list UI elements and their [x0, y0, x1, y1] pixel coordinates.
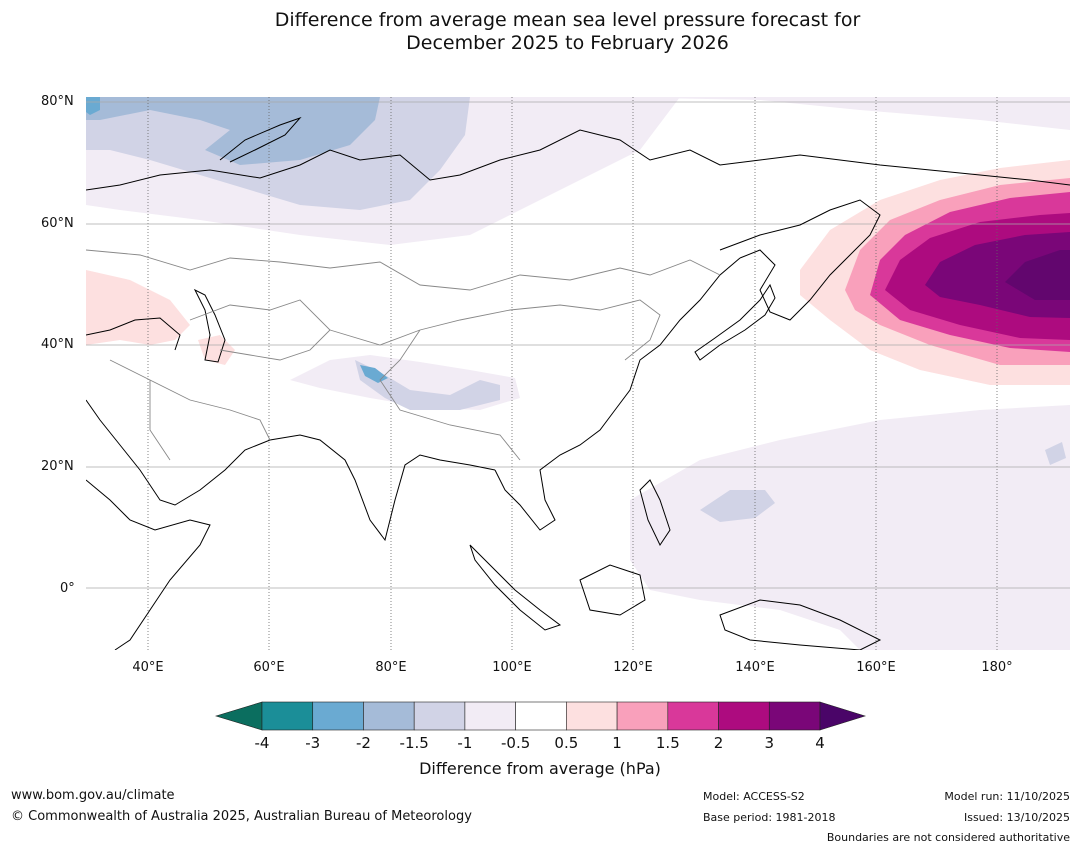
coast-caspian [193, 288, 226, 363]
colorbar-bin [363, 701, 415, 731]
colorbar-tick-label: 1 [612, 734, 622, 752]
colorbar-tick-label: -1 [457, 734, 473, 752]
title-line-2: December 2025 to February 2026 [406, 32, 729, 54]
colorbar-bin [312, 701, 364, 731]
lon-label-100e: 100°E [492, 660, 532, 675]
coast-africa-horn [86, 479, 211, 650]
lon-label-80e: 80°E [375, 660, 407, 675]
coast-south-asia [86, 399, 496, 542]
colorbar-bin [515, 701, 567, 731]
coast-novaya-zemlya [219, 116, 302, 163]
footer-issued: Issued: 13/10/2025 [963, 811, 1070, 824]
coastlines [86, 116, 1070, 650]
coast-east-asia [494, 257, 741, 531]
anomaly-arctic-minus-2 [86, 97, 100, 115]
lon-label-60e: 60°E [253, 660, 285, 675]
chart-title: Difference from average mean sea level p… [0, 9, 1081, 55]
footer-model-run: Model run: 11/10/2025 [944, 790, 1070, 803]
title-line-1: Difference from average mean sea level p… [274, 9, 861, 31]
colorbar-tick-label: 3 [764, 734, 775, 752]
border-central-asia [189, 299, 331, 361]
footer-base-period: Base period: 1981-2018 [703, 811, 836, 824]
anomaly-npacific-plus-4 [1005, 250, 1070, 300]
colorbar-bins [261, 701, 821, 731]
anomaly-arctic-minus-1.5 [86, 97, 380, 165]
coast-okhotsk-kamchatka [719, 199, 881, 321]
coast-philippines [639, 479, 671, 547]
graticule [147, 97, 998, 650]
lat-label-60n: 60°N [41, 216, 74, 231]
colorbar-bin [768, 701, 821, 731]
footer-website[interactable]: www.bom.gov.au/climate [11, 788, 175, 803]
border-russia-south [86, 249, 721, 291]
colorbar-bin [718, 701, 770, 731]
lon-label-160e: 160°E [856, 660, 896, 675]
colorbar-bin [413, 701, 466, 731]
colorbar-tick-label: 1.5 [655, 734, 680, 752]
map-area [86, 97, 1070, 650]
colorbar-bin [566, 701, 618, 731]
colorbar [214, 701, 867, 731]
lat-label-0: 0° [60, 581, 75, 596]
colorbar-bin [464, 701, 516, 731]
colorbar-extend-max [819, 701, 867, 731]
coast-sumatra [469, 544, 562, 631]
lon-label-140e: 140°E [735, 660, 775, 675]
colorbar-tick-label: 4 [815, 734, 825, 752]
parallels [86, 101, 1070, 589]
colorbar-tick-label: -2 [355, 734, 371, 752]
border-middle-east [109, 359, 271, 461]
coast-mediterranean [86, 317, 181, 351]
lat-label-20n: 20°N [41, 459, 74, 474]
coast-arctic [86, 129, 1070, 191]
anomaly-pacific-minus-0.5 [630, 405, 1070, 650]
colorbar-tick-label: -3 [305, 734, 321, 752]
anomaly-caucasus-plus-0.5 [86, 270, 235, 365]
footer-copyright: © Commonwealth of Australia 2025, Austra… [11, 809, 472, 824]
colorbar-tick-label: -1.5 [399, 734, 429, 752]
footer-model: Model: ACCESS-S2 [703, 790, 805, 803]
coast-borneo [579, 564, 646, 616]
anomaly-pacific-minus-1 [700, 442, 1066, 522]
lon-label-40e: 40°E [132, 660, 164, 675]
colorbar-tick-label: -4 [254, 734, 270, 752]
colorbar-tick-label: -0.5 [500, 734, 531, 752]
colorbar-bin [261, 701, 314, 731]
colorbar-tick-label: 0.5 [554, 734, 579, 752]
border-china [329, 299, 661, 461]
colorbar-extend-min [214, 701, 263, 731]
coast-new-guinea [719, 599, 882, 650]
colorbar-bin [616, 701, 669, 731]
lon-label-180: 180° [981, 660, 1013, 675]
footer-disclaimer: Boundaries are not considered authoritat… [826, 831, 1070, 844]
colorbar-tick-label: 2 [713, 734, 724, 752]
coast-japan [694, 283, 776, 361]
lat-label-80n: 80°N [41, 94, 74, 109]
lat-label-40n: 40°N [41, 337, 74, 352]
lon-label-120e: 120°E [613, 660, 653, 675]
colorbar-title: Difference from average (hPa) [419, 759, 661, 778]
colorbar-bin [667, 701, 719, 731]
country-boundaries [86, 249, 721, 461]
